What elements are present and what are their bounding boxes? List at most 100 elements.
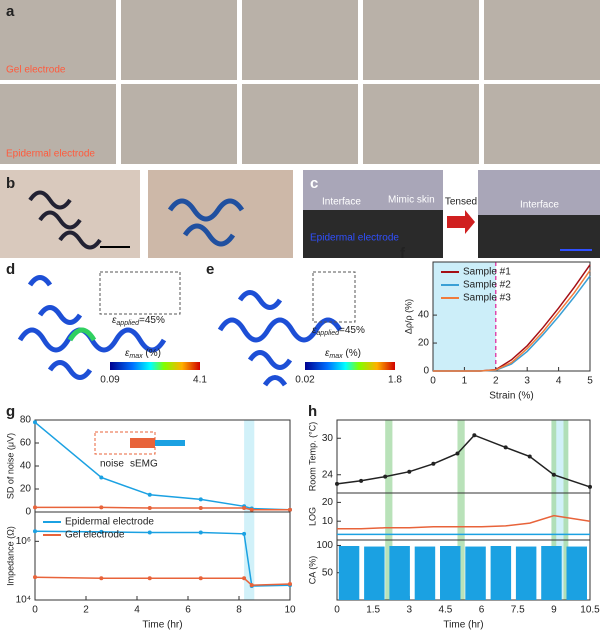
legend-label: Gel electrode bbox=[65, 530, 125, 541]
point bbox=[33, 529, 37, 534]
series-line bbox=[337, 514, 591, 530]
highlight-band bbox=[563, 493, 569, 540]
x-tick-label: 4 bbox=[556, 376, 562, 387]
x-axis-label: Time (hr) bbox=[443, 620, 483, 631]
point bbox=[588, 484, 592, 489]
axes-frame bbox=[336, 539, 591, 601]
series-line bbox=[433, 269, 591, 372]
x-axis-label: Strain (%) bbox=[489, 391, 533, 402]
x-tick-label: 4 bbox=[134, 605, 140, 616]
bar bbox=[389, 546, 410, 600]
x-tick-label: 6 bbox=[479, 605, 485, 616]
photo bbox=[242, 0, 358, 80]
point bbox=[431, 461, 436, 466]
highlight-band bbox=[457, 540, 465, 600]
point bbox=[472, 433, 477, 438]
point bbox=[242, 531, 247, 536]
y-tick-label: 100 bbox=[316, 540, 333, 551]
bar bbox=[465, 546, 486, 600]
legend-label: Sample #3 bbox=[463, 293, 511, 304]
point bbox=[147, 530, 152, 535]
symbol: ε bbox=[312, 325, 317, 336]
photo bbox=[363, 84, 479, 164]
colorbar-label: 0.02 bbox=[295, 375, 315, 386]
point bbox=[198, 530, 203, 535]
unit: (%) bbox=[343, 348, 361, 359]
highlight-band bbox=[385, 493, 393, 540]
panel-label: g bbox=[6, 403, 15, 420]
point bbox=[249, 507, 254, 512]
y-tick-label: 40 bbox=[418, 310, 430, 321]
highlight-band bbox=[385, 420, 393, 493]
x-tick-label: 2 bbox=[493, 376, 499, 387]
point bbox=[99, 475, 104, 480]
row-label: Epidermal electrode bbox=[6, 149, 95, 160]
point bbox=[147, 576, 152, 581]
symbol: ε bbox=[125, 348, 130, 359]
strain-label: εapplied=45% bbox=[312, 325, 365, 337]
highlight-band bbox=[457, 420, 465, 493]
panel-label: b bbox=[6, 175, 15, 192]
colorbar bbox=[305, 362, 395, 370]
y-tick-label: 0 bbox=[423, 366, 429, 377]
colorbar bbox=[110, 362, 200, 370]
inset bbox=[312, 271, 356, 323]
y-tick-label: 20 bbox=[322, 497, 334, 508]
x-tick-label: 6 bbox=[185, 605, 191, 616]
bar bbox=[440, 546, 461, 600]
photo bbox=[121, 0, 237, 80]
colorbar-label: 4.1 bbox=[193, 375, 207, 386]
highlight-band bbox=[457, 493, 465, 540]
y-axis-label: CA (%) bbox=[307, 556, 317, 585]
highlight-band bbox=[433, 262, 496, 371]
annotation: noise bbox=[100, 459, 124, 470]
x-tick-label: 1 bbox=[462, 376, 468, 387]
point bbox=[242, 576, 247, 581]
colorbar-title: εmax (%) bbox=[125, 348, 161, 360]
serpentine bbox=[217, 290, 343, 387]
point bbox=[147, 505, 152, 510]
colorbar-title: εmax (%) bbox=[325, 348, 361, 360]
x-tick-label: 5 bbox=[587, 376, 593, 387]
x-tick-label: 10 bbox=[284, 605, 296, 616]
photo-grid bbox=[0, 0, 600, 164]
point bbox=[383, 474, 388, 479]
y-tick-label: 20 bbox=[418, 338, 430, 349]
y-axis-label: Impedance (Ω) bbox=[5, 526, 15, 586]
panel-label: h bbox=[308, 403, 317, 420]
y-axis-label: Room Temp. (°C) bbox=[307, 422, 317, 491]
photo bbox=[0, 170, 140, 258]
inset bbox=[99, 271, 181, 315]
electrode-pattern bbox=[167, 198, 245, 247]
point bbox=[99, 576, 104, 581]
y-axis-label: SD of noise (μV) bbox=[5, 433, 15, 499]
point bbox=[455, 451, 460, 456]
bar bbox=[541, 546, 562, 600]
x-tick-label: 1.5 bbox=[366, 605, 380, 616]
photo bbox=[478, 170, 600, 215]
y-axis-label: Δρ/ρ (%) bbox=[403, 299, 413, 334]
y-tick-label: 20 bbox=[20, 484, 32, 495]
point bbox=[198, 497, 203, 502]
x-tick-label: 2 bbox=[83, 605, 89, 616]
point bbox=[359, 478, 364, 483]
unit: (%) bbox=[143, 348, 161, 359]
point bbox=[99, 529, 104, 534]
bar bbox=[364, 546, 385, 600]
y-tick-label: 80 bbox=[20, 415, 32, 426]
photo bbox=[0, 0, 116, 80]
axes-frame bbox=[432, 261, 591, 372]
highlight-band bbox=[551, 493, 557, 540]
subscript: applied bbox=[116, 320, 140, 327]
strain-label: εapplied=45% bbox=[112, 315, 165, 327]
highlight-band bbox=[563, 540, 569, 600]
highlight-band bbox=[563, 420, 569, 493]
panel-label: e bbox=[206, 261, 214, 278]
point bbox=[407, 469, 412, 474]
highlight-band bbox=[551, 420, 557, 493]
signal-semg bbox=[155, 440, 185, 446]
x-axis-label: Time (hr) bbox=[142, 620, 182, 631]
x-tick-label: 0 bbox=[334, 605, 340, 616]
axes-frame bbox=[34, 511, 291, 601]
panel-label: a bbox=[6, 3, 15, 20]
